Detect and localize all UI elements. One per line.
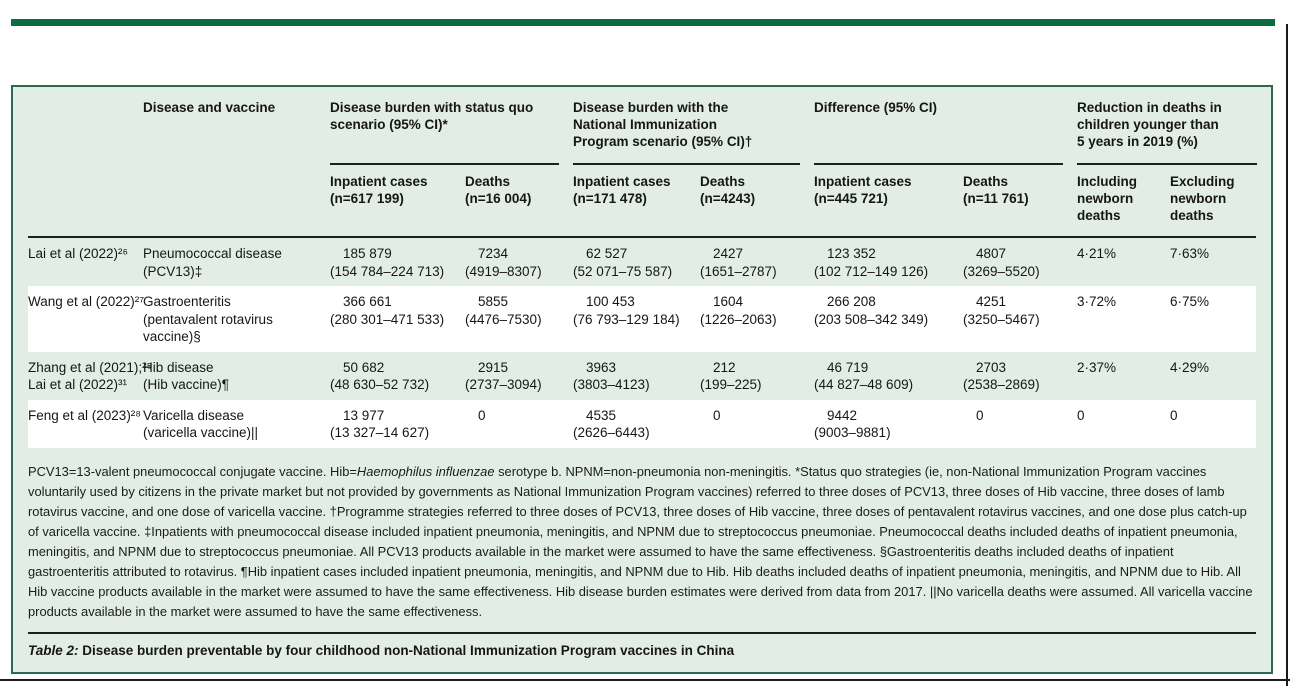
subheader-diff-inpatient: Inpatient cases (n=445 721) (814, 174, 912, 206)
disease-cell: Gastroenteritis (pentavalent rotavirus v… (143, 294, 273, 344)
header-disease-and-vaccine-label: Disease and vaccine (143, 100, 276, 115)
sq-deaths-cell: 7234 (4919–8307) (465, 246, 542, 279)
nip-inpatient-cell: 62 527 (52 071–75 587) (573, 246, 673, 279)
subheader-excluding-newborn: Excluding newborn deaths (1170, 174, 1235, 223)
diff-inpatient-cell: 9442 (9003–9881) (814, 407, 891, 441)
table-subheader-row: Inpatient cases (n=617 199) Deaths (n=16… (28, 165, 1256, 238)
page-frame-right (1286, 24, 1288, 686)
excluding-pct-cell: 7·63% (1170, 246, 1210, 261)
table-caption: Table 2: Disease burden preventable by f… (28, 642, 735, 658)
sq-inpatient-cell: 13 977 (13 327–14 627) (330, 407, 430, 441)
table-row: Feng et al (2023)²⁸ Varicella disease (v… (28, 399, 1256, 448)
subheader-nip-deaths: Deaths (n=4243) (700, 174, 756, 206)
header-group-difference: Difference (95% CI) (814, 99, 1063, 165)
including-pct-cell: 3·72% (1077, 294, 1117, 309)
green-top-rule (11, 19, 1275, 26)
header-group-reduction: Reduction in deaths in children younger … (1077, 99, 1257, 165)
diff-deaths-cell: 2703 (2538–2869) (963, 359, 1040, 393)
header-group-nip: Disease burden with the National Immuniz… (573, 99, 800, 165)
excluding-pct-cell: 0 (1170, 407, 1178, 423)
subheader-including-newborn: Including newborn deaths (1077, 174, 1137, 223)
subheader-sq-deaths: Deaths (n=16 004) (465, 174, 532, 206)
table-group-header-row: Disease and vaccine Disease burden with … (28, 99, 1257, 165)
table-row: Zhang et al (2021);²⁵ Lai et al (2022)³¹… (28, 352, 1256, 400)
table-footnotes: PCV13=13-valent pneumococcal conjugate v… (28, 463, 1253, 619)
excluding-pct-cell: 4·29% (1170, 359, 1210, 375)
study-cell: Zhang et al (2021);²⁵ Lai et al (2022)³¹ (28, 359, 153, 393)
header-disease-and-vaccine: Disease and vaccine (143, 99, 330, 165)
diff-inpatient-cell: 123 352 (102 712–149 126) (814, 246, 929, 279)
diff-deaths-cell: 4251 (3250–5467) (963, 294, 1040, 327)
nip-inpatient-cell: 3963 (3803–4123) (573, 359, 650, 393)
sq-inpatient-cell: 366 661 (280 301–471 533) (330, 294, 445, 327)
nip-deaths-cell: 2427 (1651–2787) (700, 246, 777, 279)
header-study-spacer (28, 99, 143, 165)
diff-deaths-cell: 0 (976, 407, 984, 423)
including-pct-cell: 0 (1077, 407, 1085, 423)
subheader-nip-inpatient: Inpatient cases (n=171 478) (573, 174, 671, 206)
diff-deaths-cell: 4807 (3269–5520) (963, 246, 1040, 279)
disease-cell: Hib disease (Hib vaccine)¶ (143, 359, 230, 393)
disease-cell: Varicella disease (varicella vaccine)|| (143, 407, 259, 441)
sq-inpatient-cell: 50 682 (48 630–52 732) (330, 359, 430, 393)
diff-inpatient-cell: 46 719 (44 827–48 609) (814, 359, 914, 393)
subheader-disease-spacer (143, 165, 330, 236)
study-cell: Lai et al (2022)²⁶ (28, 246, 129, 261)
sq-inpatient-cell: 185 879 (154 784–224 713) (330, 246, 445, 279)
header-group-status-quo: Disease burden with status quo scenario … (330, 99, 559, 165)
study-cell: Wang et al (2022)²⁷ (28, 294, 145, 309)
study-cell: Feng et al (2023)²⁸ (28, 407, 142, 423)
nip-deaths-cell: 1604 (1226–2063) (700, 294, 777, 327)
including-pct-cell: 2·37% (1077, 359, 1117, 375)
table-row: Wang et al (2022)²⁷ Gastroenteritis (pen… (28, 286, 1256, 352)
table-panel: Disease and vaccine Disease burden with … (11, 85, 1273, 674)
sq-deaths-cell: 0 (478, 407, 486, 423)
diff-inpatient-cell: 266 208 (203 508–342 349) (814, 294, 929, 327)
excluding-pct-cell: 6·75% (1170, 294, 1210, 309)
sq-deaths-cell: 2915 (2737–3094) (465, 359, 542, 393)
nip-inpatient-cell: 4535 (2626–6443) (573, 407, 650, 441)
subheader-study-spacer (28, 165, 143, 236)
nip-deaths-cell: 212 (199–225) (700, 359, 762, 393)
nip-deaths-cell: 0 (713, 407, 721, 423)
including-pct-cell: 4·21% (1077, 246, 1117, 261)
page-frame-bottom (0, 679, 1290, 681)
caption-rule (28, 631, 1256, 634)
disease-cell: Pneumococcal disease (PCV13)‡ (143, 246, 282, 279)
nip-inpatient-cell: 100 453 (76 793–129 184) (573, 294, 680, 327)
sq-deaths-cell: 5855 (4476–7530) (465, 294, 542, 327)
subheader-diff-deaths: Deaths (n=11 761) (963, 174, 1029, 206)
subheader-sq-inpatient: Inpatient cases (n=617 199) (330, 174, 428, 206)
table-row: Lai et al (2022)²⁶ Pneumococcal disease … (28, 238, 1256, 286)
